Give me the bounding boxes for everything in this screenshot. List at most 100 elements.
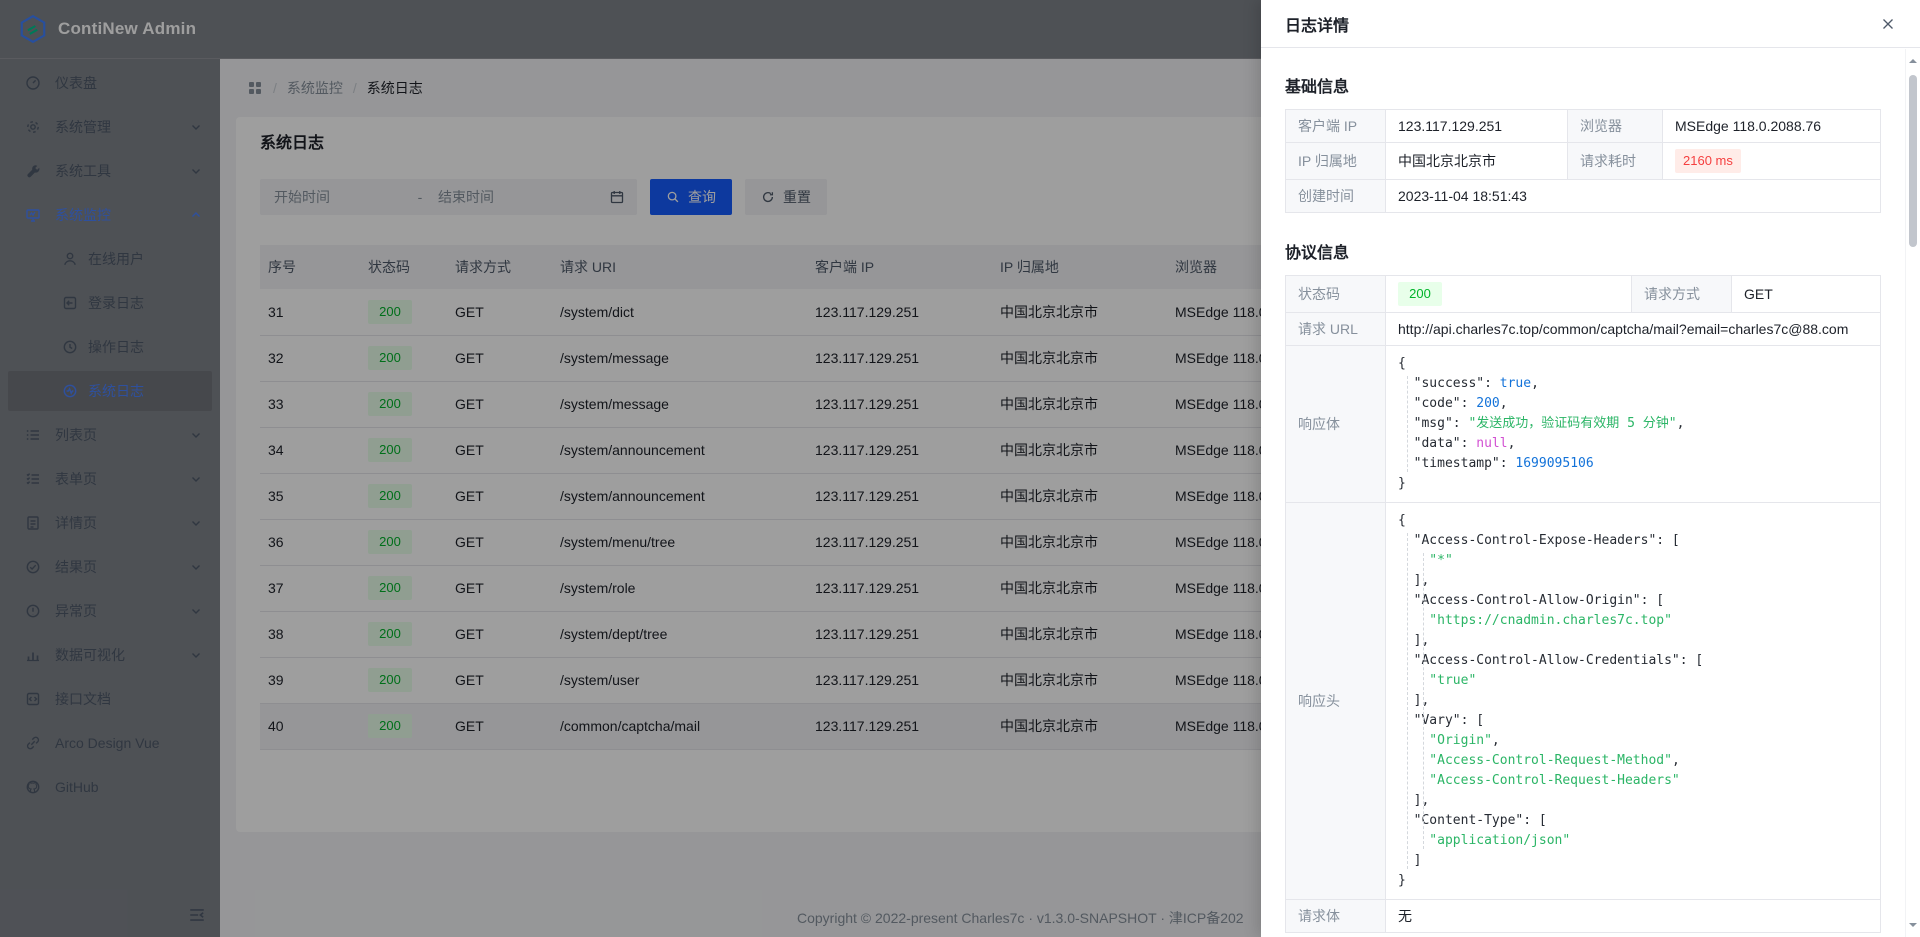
cell-ip-region: 中国北京北京市 — [992, 519, 1167, 566]
cell-uri: /common/captcha/mail — [552, 703, 807, 750]
cell-no: 35 — [260, 473, 360, 520]
link-icon — [25, 735, 41, 751]
status-badge: 200 — [368, 346, 412, 370]
search-icon — [666, 190, 680, 204]
scrollbar-thumb[interactable] — [1909, 75, 1917, 247]
sidebar-item-arco-design-vue[interactable]: Arco Design Vue — [8, 723, 212, 763]
protocol-info-title: 协议信息 — [1285, 245, 1350, 262]
chevron-down-icon — [190, 561, 202, 573]
log-detail-drawer: 日志详情 基础信息 客户端 IP 123.117.129.251 浏览器 MSE… — [1261, 0, 1920, 937]
cell-method: GET — [447, 611, 552, 658]
cell-ip-region: 中国北京北京市 — [992, 381, 1167, 428]
cell-method: GET — [447, 473, 552, 520]
result-page-icon — [25, 559, 41, 575]
sidebar-item-exception-page[interactable]: 异常页 — [8, 591, 212, 631]
cell-ip-region: 中国北京北京市 — [992, 427, 1167, 474]
scroll-down-icon[interactable] — [1909, 923, 1917, 927]
cell-no: 31 — [260, 289, 360, 336]
end-time-input[interactable] — [436, 188, 568, 206]
cell-client-ip: 123.117.129.251 — [807, 611, 992, 658]
drawer-title: 日志详情 — [1285, 17, 1350, 35]
cell-client-ip: 123.117.129.251 — [807, 519, 992, 566]
calendar-icon — [609, 189, 625, 205]
drawer-body: 基础信息 客户端 IP 123.117.129.251 浏览器 MSEdge 1… — [1261, 49, 1905, 937]
app-logo[interactable]: ContiNew Admin — [0, 0, 220, 59]
cell-status: 200 — [360, 519, 447, 566]
sidebar-menu: 仪表盘 系统管理 系统工具 — [0, 59, 220, 807]
cell-uri: /system/dict — [552, 289, 807, 336]
cell-no: 38 — [260, 611, 360, 658]
protocol-info-table: 状态码 200 请求方式 GET 请求 URL http://api.charl… — [1285, 275, 1881, 933]
cell-status: 200 — [360, 657, 447, 704]
cell-ip-region: 中国北京北京市 — [992, 565, 1167, 612]
col-client-ip: 客户端 IP — [807, 245, 992, 289]
reset-button[interactable]: 重置 — [745, 179, 827, 215]
sidebar-item-system-monitor[interactable]: 系统监控 — [8, 195, 212, 235]
sidebar-item-data-visualization[interactable]: 数据可视化 — [8, 635, 212, 675]
cell-uri: /system/menu/tree — [552, 519, 807, 566]
cell-client-ip: 123.117.129.251 — [807, 335, 992, 382]
cell-method: GET — [447, 519, 552, 566]
sidebar-item-github[interactable]: GitHub — [8, 767, 212, 807]
sidebar-item-online-users[interactable]: 在线用户 — [8, 239, 212, 279]
cell-no: 39 — [260, 657, 360, 704]
sidebar-item-system-logs[interactable]: 系统日志 — [8, 371, 212, 411]
sidebar-item-result-page[interactable]: 结果页 — [8, 547, 212, 587]
status-badge: 200 — [368, 576, 412, 600]
response-body-json: { "success": true, "code": 200, "msg": "… — [1398, 356, 1685, 491]
close-icon[interactable] — [1880, 16, 1896, 32]
chevron-down-icon — [190, 165, 202, 177]
cell-method: GET — [447, 427, 552, 474]
request-method-label: 请求方式 — [1631, 275, 1732, 313]
chevron-down-icon — [190, 517, 202, 529]
status-badge: 200 — [368, 392, 412, 416]
cell-status: 200 — [360, 381, 447, 428]
sidebar-item-api-docs[interactable]: 接口文档 — [8, 679, 212, 719]
api-doc-icon — [25, 691, 41, 707]
menu-collapse-icon[interactable] — [188, 906, 206, 924]
filter-bar: - 查询 重置 — [260, 179, 1880, 215]
ip-region-label: IP 归属地 — [1285, 142, 1386, 180]
status-badge: 200 — [368, 668, 412, 692]
drawer-mask[interactable] — [0, 0, 1261, 937]
breadcrumb: / 系统监控 / 系统日志 — [247, 73, 1904, 103]
settings-icon — [25, 119, 41, 135]
sidebar-item-system-management[interactable]: 系统管理 — [8, 107, 212, 147]
page-title: 系统日志 — [260, 135, 325, 152]
chevron-down-icon — [190, 121, 202, 133]
duration-label: 请求耗时 — [1567, 142, 1663, 180]
date-range-picker[interactable]: - — [260, 179, 637, 215]
request-body-value: 无 — [1385, 899, 1881, 933]
sidebar-item-dashboard[interactable]: 仪表盘 — [8, 63, 212, 103]
sidebar-item-system-tools[interactable]: 系统工具 — [8, 151, 212, 191]
request-url-label: 请求 URL — [1285, 312, 1386, 346]
cell-client-ip: 123.117.129.251 — [807, 289, 992, 336]
breadcrumb-system-monitor[interactable]: 系统监控 — [286, 80, 343, 96]
col-method: 请求方式 — [447, 245, 552, 289]
chevron-down-icon — [190, 473, 202, 485]
status-badge: 200 — [368, 622, 412, 646]
sidebar-item-login-logs[interactable]: 登录日志 — [8, 283, 212, 323]
exception-page-icon — [25, 603, 41, 619]
cell-method: GET — [447, 565, 552, 612]
basic-info-table: 客户端 IP 123.117.129.251 浏览器 MSEdge 118.0.… — [1285, 109, 1881, 213]
form-page-icon — [25, 471, 41, 487]
sidebar-item-detail-page[interactable]: 详情页 — [8, 503, 212, 543]
monitor-icon — [25, 207, 41, 223]
cell-status: 200 — [360, 427, 447, 474]
scroll-up-icon[interactable] — [1909, 59, 1917, 63]
app-title: ContiNew Admin — [58, 19, 197, 38]
start-time-input[interactable] — [272, 188, 404, 206]
search-button[interactable]: 查询 — [650, 179, 732, 215]
logo-icon — [18, 14, 48, 44]
cell-client-ip: 123.117.129.251 — [807, 381, 992, 428]
sidebar-item-list-page[interactable]: 列表页 — [8, 415, 212, 455]
sidebar-item-form-page[interactable]: 表单页 — [8, 459, 212, 499]
cell-uri: /system/announcement — [552, 427, 807, 474]
status-badge: 200 — [368, 714, 412, 738]
cell-ip-region: 中国北京北京市 — [992, 611, 1167, 658]
created-value: 2023-11-04 18:51:43 — [1385, 179, 1881, 213]
request-url-value: http://api.charles7c.top/common/captcha/… — [1385, 312, 1881, 346]
sidebar-item-operation-logs[interactable]: 操作日志 — [8, 327, 212, 367]
chevron-up-icon — [190, 209, 202, 221]
